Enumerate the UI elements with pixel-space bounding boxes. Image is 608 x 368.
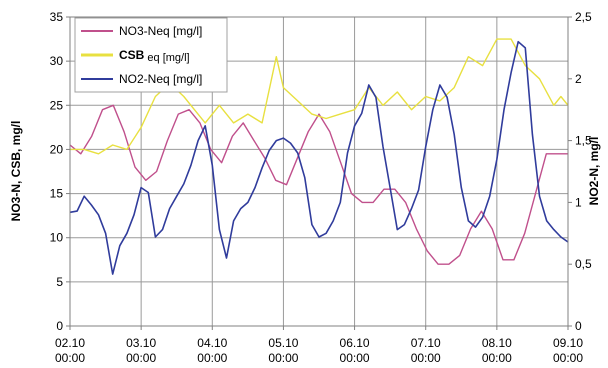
series-lines bbox=[69, 38, 569, 275]
y-right-tick-label: 2,5 bbox=[575, 10, 592, 24]
x-tick-label-date: 03.10 bbox=[126, 336, 156, 350]
x-tick-label-date: 07.10 bbox=[411, 336, 441, 350]
series-line-1 bbox=[70, 38, 569, 155]
x-tick-label-date: 08.10 bbox=[482, 336, 512, 350]
y-left-tick-label: 20 bbox=[50, 142, 64, 156]
y-right-tick-label: 1,5 bbox=[575, 134, 592, 148]
y-left-tick-label: 0 bbox=[56, 319, 63, 333]
series-line-0 bbox=[69, 104, 568, 265]
x-tick-label-date: 06.10 bbox=[340, 336, 370, 350]
legend-label-csb: CSB eq [mg/l] bbox=[119, 48, 190, 64]
y-right-tick-label: 2 bbox=[575, 72, 582, 86]
x-tick-label-time: 00:00 bbox=[55, 351, 85, 365]
x-tick-label-time: 00:00 bbox=[411, 351, 441, 365]
y-right-tick-label: 0 bbox=[575, 319, 582, 333]
y-axis-left-title: NO3-N, CSB, mg/l bbox=[9, 121, 23, 222]
legend-label-csb-sub: eq [mg/l] bbox=[144, 52, 189, 64]
x-tick-label-date: 05.10 bbox=[268, 336, 298, 350]
y-left-tick-label: 15 bbox=[50, 187, 64, 201]
legend-label-csb-main: CSB bbox=[119, 48, 145, 62]
x-tick-label-time: 00:00 bbox=[197, 351, 227, 365]
y-axis-right-title: NO2-N, mg/l bbox=[587, 137, 601, 206]
x-tick-label-date: 04.10 bbox=[197, 336, 227, 350]
y-right-tick-label: 0,5 bbox=[575, 257, 592, 271]
y-left-tick-label: 25 bbox=[50, 98, 64, 112]
plot-frame bbox=[69, 16, 569, 327]
x-tick-label-date: 02.10 bbox=[55, 336, 85, 350]
y-right-tick-label: 1 bbox=[575, 195, 582, 209]
x-tick-label-time: 00:00 bbox=[340, 351, 370, 365]
x-tick-label-time: 00:00 bbox=[268, 351, 298, 365]
legend-label-no3: NO3-Neq [mg/l] bbox=[119, 24, 202, 38]
legend-label-no2: NO2-Neq [mg/l] bbox=[119, 72, 202, 86]
y-left-tick-label: 35 bbox=[50, 10, 64, 24]
x-tick-label-time: 00:00 bbox=[482, 351, 512, 365]
x-tick-label-date: 09.10 bbox=[553, 336, 583, 350]
y-left-tick-label: 10 bbox=[50, 231, 64, 245]
axes: 0510152025303500,511,522,502.1000:0003.1… bbox=[50, 10, 592, 365]
series-line-2 bbox=[69, 40, 569, 275]
legend: NO3-Neq [mg/l] CSB eq [mg/l] NO2-Neq [mg… bbox=[74, 17, 228, 93]
y-left-tick-label: 5 bbox=[56, 275, 63, 289]
x-tick-label-time: 00:00 bbox=[126, 351, 156, 365]
y-left-tick-label: 30 bbox=[50, 54, 64, 68]
x-tick-label-time: 00:00 bbox=[553, 351, 583, 365]
